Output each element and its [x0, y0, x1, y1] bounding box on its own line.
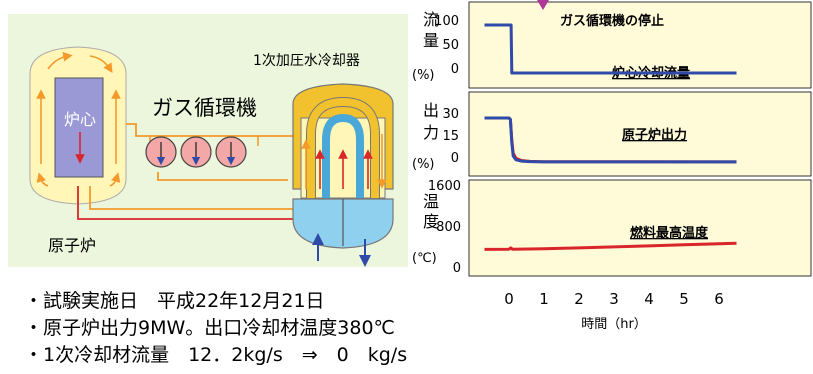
note-coolant-flow: ・1次冷却材流量 12．2kg/s ⇒ 0 kg/s	[24, 344, 408, 366]
coolant-piping	[77, 123, 313, 220]
reactor-diagram-panel: 炉心 原子炉 ガス循環機 1次加圧水冷却器	[8, 14, 408, 267]
power-tick-15: 15	[442, 129, 459, 144]
x-tick-3: 3	[609, 290, 619, 308]
power-series-label: 原子炉出力	[622, 127, 687, 143]
temp-tick-0: 0	[453, 261, 461, 276]
event-marker	[537, 0, 549, 10]
flow-tick-0: 0	[451, 62, 459, 77]
power-ylabel-1: 出	[423, 101, 439, 120]
flow-ylabel-2: 量	[423, 31, 439, 50]
flow-series-line-0	[484, 23, 737, 75]
power-series-line-1	[484, 116, 737, 164]
flow-ylabel-1: 流	[423, 10, 439, 29]
gas-circulators	[145, 136, 247, 168]
power-tick-0: 0	[451, 151, 459, 166]
pressurized-water-cooler	[292, 83, 394, 267]
flow-tick-50: 50	[442, 38, 459, 53]
x-tick-2: 2	[574, 290, 584, 308]
x-tick-4: 4	[644, 290, 654, 308]
power-panel: 出 力 (%) 30 15 0 原子炉出力	[412, 91, 812, 177]
temp-tick-800: 800	[436, 220, 461, 235]
power-ylabel-unit: (%)	[412, 157, 435, 172]
reactor-vessel	[29, 46, 127, 205]
reactor-label: 原子炉	[48, 236, 97, 255]
temp-ylabel-2: 度	[423, 212, 439, 231]
event-label: ガス循環機の停止	[560, 13, 664, 29]
x-axis-label: 時間（hr）	[581, 317, 647, 332]
temp-ylabel-1: 温	[423, 192, 439, 211]
temp-panel: 温 度 (℃) 1600 800 0 燃料最高温度	[412, 179, 812, 277]
x-axis: 0 1 2 3 4 5 6 時間（hr）	[504, 290, 724, 332]
x-tick-6: 6	[714, 290, 724, 308]
flow-panel: 流 量 (%) 100 50 0 ガス循環機の停止 炉心冷却流量	[412, 0, 812, 89]
flow-tick-100: 100	[434, 14, 459, 29]
test-notes: ・試験実施日 平成22年12月21日 ・原子炉出力9MW。出口冷却材温度380℃…	[24, 288, 407, 369]
reactor-diagram	[29, 46, 394, 267]
temp-ylabel-unit: (℃)	[412, 251, 437, 266]
power-ylabel-2: 力	[423, 123, 439, 142]
x-tick-1: 1	[539, 290, 549, 308]
temp-series-label: 燃料最高温度	[630, 225, 709, 241]
x-tick-0: 0	[504, 290, 514, 308]
note-test-date: ・試験実施日 平成22年12月21日	[24, 290, 325, 312]
note-reactor-power: ・原子炉出力9MW。出口冷却材温度380℃	[24, 317, 395, 339]
gas-circulator-label: ガス循環機	[152, 96, 257, 120]
x-tick-5: 5	[679, 290, 689, 308]
core-label: 炉心	[64, 110, 97, 129]
flow-ylabel-unit: (%)	[412, 68, 435, 83]
power-tick-30: 30	[442, 107, 459, 122]
cooler-label: 1次加圧水冷却器	[253, 53, 360, 69]
temp-tick-1600: 1600	[428, 179, 461, 194]
temp-series-line-0	[484, 241, 737, 251]
